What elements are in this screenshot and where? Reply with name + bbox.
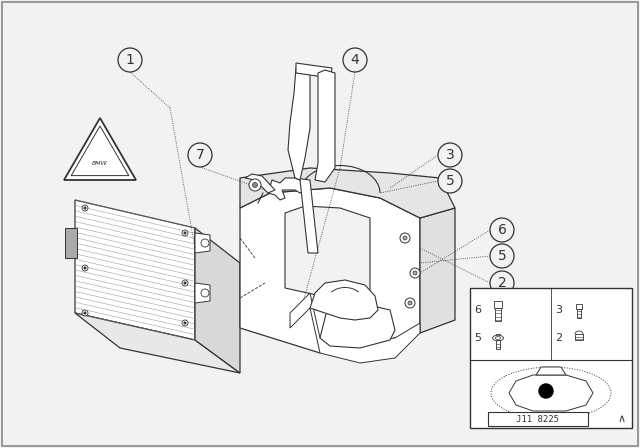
Text: J11 8225: J11 8225 — [516, 414, 559, 423]
Circle shape — [438, 169, 462, 193]
Bar — [488, 412, 588, 426]
Circle shape — [408, 301, 412, 305]
Text: 6: 6 — [474, 305, 481, 315]
Polygon shape — [240, 188, 420, 353]
Circle shape — [490, 271, 514, 295]
Polygon shape — [285, 206, 370, 298]
Circle shape — [84, 312, 86, 314]
Polygon shape — [509, 375, 593, 411]
Text: 5: 5 — [474, 333, 481, 343]
Text: 3: 3 — [556, 305, 563, 315]
Circle shape — [405, 298, 415, 308]
Circle shape — [249, 179, 261, 191]
Circle shape — [403, 236, 407, 240]
Polygon shape — [64, 118, 136, 180]
Polygon shape — [296, 63, 332, 78]
Text: 3: 3 — [445, 148, 454, 162]
Text: 6: 6 — [497, 223, 506, 237]
Polygon shape — [240, 168, 455, 218]
Text: 2: 2 — [498, 276, 506, 290]
Circle shape — [118, 48, 142, 72]
Ellipse shape — [493, 335, 504, 341]
Bar — [577, 309, 581, 318]
Text: ∧: ∧ — [618, 414, 626, 424]
Circle shape — [188, 143, 212, 167]
Circle shape — [84, 267, 86, 269]
Text: 2: 2 — [556, 333, 563, 343]
Bar — [493, 301, 502, 308]
Circle shape — [184, 232, 186, 234]
Circle shape — [253, 182, 257, 188]
Polygon shape — [195, 228, 240, 373]
Circle shape — [343, 48, 367, 72]
Polygon shape — [75, 313, 240, 373]
Polygon shape — [320, 298, 395, 348]
Polygon shape — [420, 208, 455, 333]
Circle shape — [84, 207, 86, 209]
Circle shape — [182, 280, 188, 286]
Text: BMW: BMW — [92, 160, 108, 165]
Text: 1: 1 — [125, 53, 134, 67]
Text: 5: 5 — [445, 174, 454, 188]
Polygon shape — [315, 70, 335, 182]
Circle shape — [184, 322, 186, 324]
Circle shape — [413, 271, 417, 275]
Bar — [575, 334, 583, 340]
Bar — [65, 228, 77, 258]
Circle shape — [438, 143, 462, 167]
Circle shape — [184, 282, 186, 284]
Polygon shape — [75, 200, 195, 340]
Polygon shape — [310, 280, 378, 320]
Circle shape — [182, 230, 188, 236]
Polygon shape — [288, 68, 310, 180]
Polygon shape — [290, 293, 420, 363]
Text: 7: 7 — [196, 148, 204, 162]
Bar — [470, 288, 632, 428]
Bar — [496, 334, 500, 349]
Polygon shape — [195, 233, 210, 253]
Circle shape — [82, 205, 88, 211]
Bar — [495, 308, 500, 321]
Polygon shape — [295, 178, 318, 253]
Polygon shape — [245, 174, 275, 193]
Bar — [576, 304, 582, 309]
Text: 5: 5 — [498, 249, 506, 263]
Polygon shape — [536, 367, 566, 375]
Circle shape — [82, 310, 88, 316]
Text: 4: 4 — [351, 53, 360, 67]
Circle shape — [490, 244, 514, 268]
Circle shape — [490, 218, 514, 242]
Circle shape — [182, 320, 188, 326]
Circle shape — [539, 384, 553, 398]
Polygon shape — [268, 178, 305, 200]
Polygon shape — [195, 283, 210, 303]
Ellipse shape — [495, 336, 500, 340]
Circle shape — [82, 265, 88, 271]
Circle shape — [400, 233, 410, 243]
Circle shape — [410, 268, 420, 278]
